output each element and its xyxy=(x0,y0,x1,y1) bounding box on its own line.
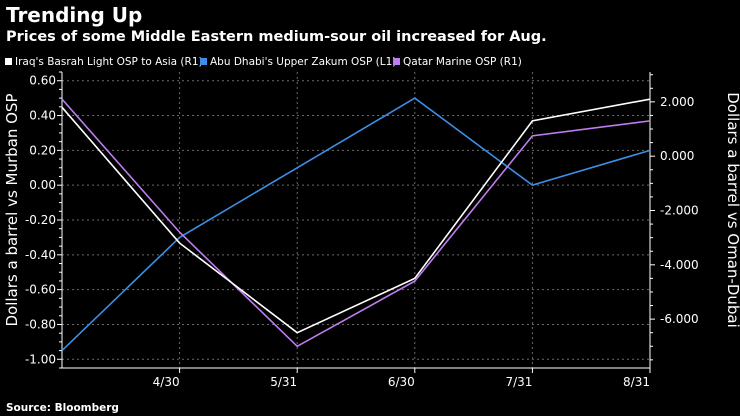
left-tick-label: 0.00 xyxy=(29,178,56,192)
legend-swatch xyxy=(393,58,400,65)
x-tick-label: 6/30 xyxy=(388,375,415,389)
legend-swatch xyxy=(200,58,207,65)
chart-source: Source: Bloomberg xyxy=(6,402,119,414)
left-tick-label: 0.60 xyxy=(29,74,56,88)
legend-swatch xyxy=(5,58,12,65)
left-axis-title: Dollars a barrel vs Murban OSP xyxy=(3,93,21,326)
right-tick-label: -2.000 xyxy=(660,203,699,217)
right-tick-label: 0.000 xyxy=(660,149,694,163)
left-tick-label: -0.60 xyxy=(25,283,56,297)
legend-label: Iraq's Basrah Light OSP to Asia (R1) xyxy=(15,56,203,68)
x-tick-label: 5/31 xyxy=(270,375,297,389)
grid-layer xyxy=(62,72,651,368)
x-tick-label: 8/31 xyxy=(623,375,650,389)
series-line-abu-dhabi-s-upper-zakum-osp-l1 xyxy=(61,97,651,352)
legend-label: Qatar Marine OSP (R1) xyxy=(403,56,522,68)
left-tick-label: 0.20 xyxy=(29,143,56,157)
x-tick-label: 4/30 xyxy=(153,375,180,389)
left-tick-label: -0.20 xyxy=(25,213,56,227)
legend-entry-abu-dhabi-s-upper-zakum-osp-l1: Abu Dhabi's Upper Zakum OSP (L1) xyxy=(200,56,396,68)
left-tick-label: -0.40 xyxy=(25,248,56,262)
chart-title: Trending Up xyxy=(6,3,143,27)
right-tick-label: -6.000 xyxy=(660,312,699,326)
right-tick-label: -4.000 xyxy=(660,258,699,272)
right-axis-title: Dollars a barrel vs Oman-Dubai xyxy=(724,92,740,328)
legend-label: Abu Dhabi's Upper Zakum OSP (L1) xyxy=(210,56,396,68)
axis-layer: -1.00 -0.80 -0.60 -0.40 -0.20 0.00 0.20 0.40 0.6… xyxy=(3,71,740,389)
right-tick-label: 2.000 xyxy=(660,95,694,109)
left-tick-label: -0.80 xyxy=(25,317,56,331)
series-line-qatar-marine-osp-r1 xyxy=(61,98,651,348)
legend-entry-qatar-marine-osp-r1: Qatar Marine OSP (R1) xyxy=(393,56,522,68)
series-layer xyxy=(61,97,651,352)
chart-subtitle: Prices of some Middle Eastern medium-sou… xyxy=(6,29,547,45)
x-tick-label: 7/31 xyxy=(505,375,532,389)
left-tick-label: 0.40 xyxy=(29,109,56,123)
legend-entry-iraq-s-basrah-light-osp-to-asia-r1: Iraq's Basrah Light OSP to Asia (R1) xyxy=(5,56,203,68)
legend-layer: Iraq's Basrah Light OSP to Asia (R1) Abu … xyxy=(5,56,522,68)
series-line-iraq-s-basrah-light-osp-to-asia-r1 xyxy=(61,98,651,334)
left-tick-label: -1.00 xyxy=(25,352,56,366)
